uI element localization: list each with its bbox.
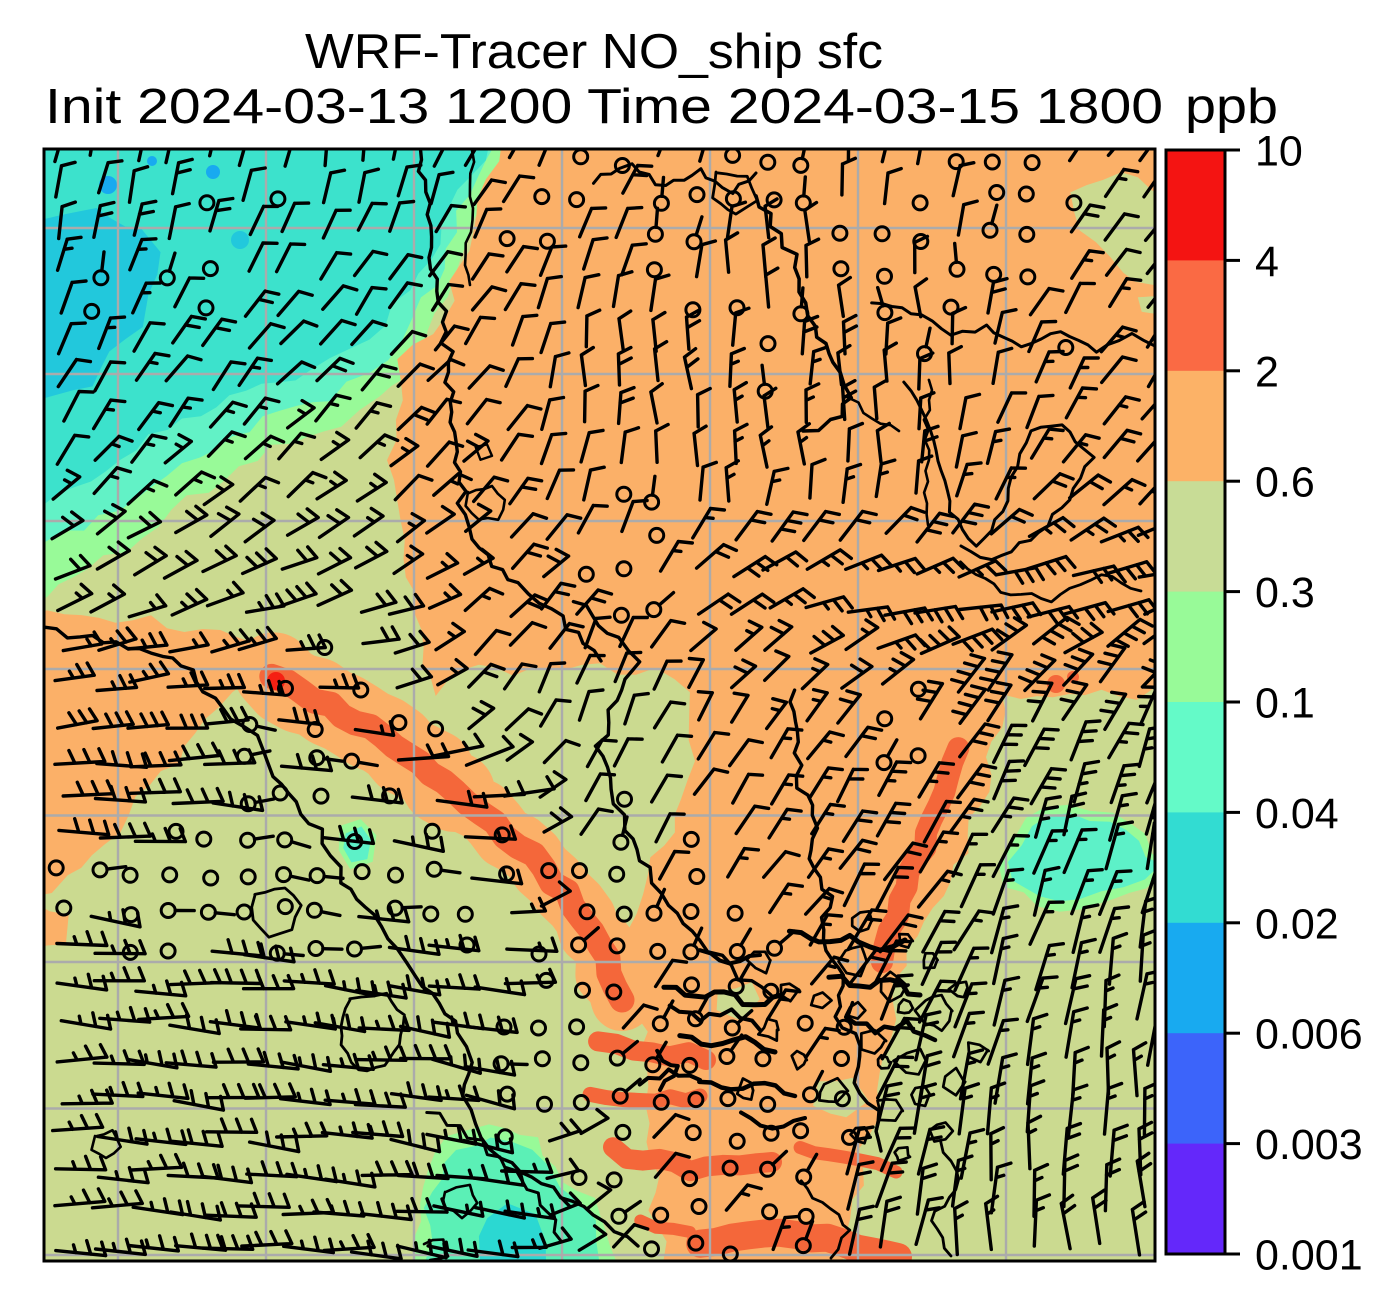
svg-text:0.006: 0.006 bbox=[1255, 1011, 1363, 1059]
svg-text:0.6: 0.6 bbox=[1255, 459, 1315, 507]
svg-text:0.003: 0.003 bbox=[1255, 1121, 1363, 1169]
svg-text:Init 2024-03-13 1200 Time 2024: Init 2024-03-13 1200 Time 2024-03-15 180… bbox=[45, 80, 1163, 134]
svg-text:0.1: 0.1 bbox=[1255, 680, 1315, 728]
svg-text:0.3: 0.3 bbox=[1255, 569, 1315, 617]
svg-text:0.02: 0.02 bbox=[1255, 900, 1339, 948]
svg-text:ppb: ppb bbox=[1185, 80, 1278, 134]
svg-text:10: 10 bbox=[1255, 128, 1303, 176]
svg-text:WRF-Tracer NO_ship sfc: WRF-Tracer NO_ship sfc bbox=[305, 25, 883, 79]
svg-text:0.001: 0.001 bbox=[1255, 1232, 1363, 1280]
svg-text:4: 4 bbox=[1255, 238, 1279, 286]
svg-text:0.04: 0.04 bbox=[1255, 790, 1339, 838]
svg-text:2: 2 bbox=[1255, 348, 1279, 396]
